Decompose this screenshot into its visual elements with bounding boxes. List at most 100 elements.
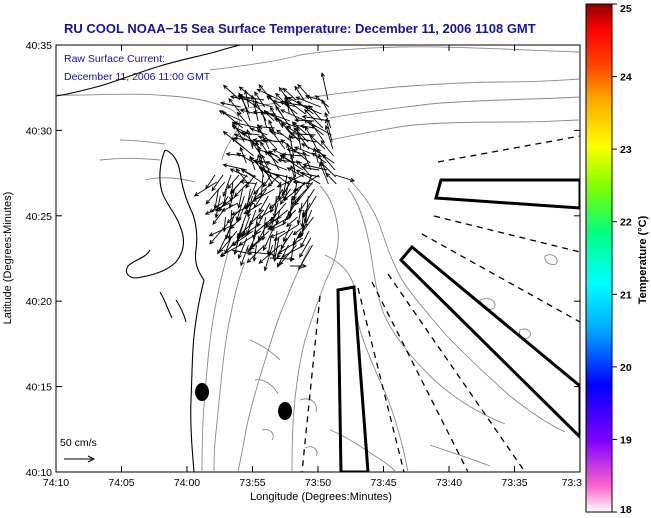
current-vector: [258, 209, 273, 219]
current-vector-head: [232, 121, 237, 127]
current-vector: [264, 244, 273, 271]
current-vector-head: [324, 118, 330, 124]
current-vector: [299, 237, 312, 258]
current-vector: [320, 140, 334, 157]
current-vector-head: [246, 128, 251, 134]
current-vector: [220, 244, 241, 256]
current-vector-head: [239, 130, 245, 136]
colorbar-tick-label: 20: [620, 362, 632, 374]
current-vector: [325, 125, 334, 150]
current-vector-head: [193, 192, 199, 197]
current-vector: [296, 127, 302, 150]
current-vector-head: [259, 167, 264, 172]
current-vector: [251, 95, 259, 122]
current-vector-head: [276, 262, 281, 268]
current-vector: [294, 86, 305, 101]
current-vector: [262, 174, 272, 187]
current-vector-head: [279, 100, 285, 106]
current-vector: [286, 216, 298, 227]
current-vector: [194, 181, 218, 197]
current-vector: [280, 109, 307, 122]
current-vector: [209, 223, 228, 245]
current-vector: [289, 135, 295, 157]
y-tick-label: 40:10: [26, 467, 52, 479]
current-vector: [269, 257, 295, 260]
current-vector-head: [258, 84, 264, 89]
current-vector-head: [281, 191, 286, 197]
current-vector: [325, 119, 333, 143]
current-vector-head: [228, 203, 233, 209]
current-vector-head: [245, 205, 250, 211]
current-vector: [291, 181, 306, 201]
current-vector-head: [236, 232, 242, 238]
current-vector-head: [235, 168, 241, 173]
current-vector-head: [214, 213, 219, 219]
current-vector-head: [268, 119, 273, 125]
current-note-line2: December 11, 2006 11:00 GMT: [64, 71, 211, 83]
current-vector: [283, 188, 299, 201]
range-line: [357, 287, 405, 472]
current-vector: [238, 230, 262, 246]
current-vector-head: [267, 251, 273, 257]
contour-line: [237, 245, 311, 472]
current-vector-head: [226, 219, 232, 224]
current-vector: [240, 244, 249, 266]
current-vector: [274, 118, 299, 129]
current-vector: [276, 209, 281, 224]
range-line: [387, 273, 526, 472]
current-vector-head: [235, 216, 240, 222]
current-vector-head: [308, 104, 313, 110]
current-vector: [276, 237, 288, 259]
current-vector-head: [264, 111, 270, 116]
current-vector: [245, 98, 273, 108]
coastline: [56, 45, 241, 472]
current-vector: [281, 122, 301, 143]
current-vector: [281, 244, 305, 258]
current-vector-head: [303, 119, 309, 124]
current-vector-head: [245, 98, 250, 103]
current-vector-head: [296, 100, 302, 106]
current-vector-head: [266, 250, 271, 256]
current-vector: [321, 73, 329, 101]
current-vector-head: [301, 114, 307, 120]
current-vector-head: [233, 133, 239, 138]
current-vector-head: [291, 200, 297, 205]
current-vector-head: [295, 160, 301, 165]
current-vector: [232, 121, 245, 143]
current-vector-head: [304, 108, 309, 114]
current-vector: [302, 151, 312, 171]
coastline-segment: [56, 45, 241, 97]
current-vector-head: [264, 150, 270, 156]
current-vector-head: [307, 121, 313, 126]
current-vector-head: [318, 153, 323, 159]
current-vector-head: [276, 129, 281, 135]
current-vector: [270, 107, 284, 129]
current-vector-head: [240, 168, 246, 174]
current-vector-head: [284, 99, 289, 105]
current-vector: [276, 129, 293, 143]
current-vector-head: [208, 232, 214, 237]
contour-line: [235, 78, 580, 111]
current-vector-head: [246, 258, 252, 264]
current-vector-head: [211, 186, 216, 192]
colorbar-tick-label: 24: [620, 72, 632, 84]
current-vector-head: [278, 86, 284, 92]
y-tick-label: 40:20: [26, 296, 52, 308]
colorbar-tick-label: 23: [620, 144, 632, 156]
current-vector-head: [321, 99, 326, 105]
current-vector: [267, 216, 290, 230]
current-vector: [215, 195, 237, 212]
current-vector-head: [275, 105, 280, 111]
current-vector-head: [242, 132, 248, 137]
current-vector-head: [219, 252, 225, 257]
current-vector: [273, 230, 278, 258]
current-vector-head: [222, 163, 228, 168]
current-vector-head: [291, 121, 297, 126]
current-vector-head: [246, 212, 251, 218]
current-vector: [290, 133, 316, 136]
current-vector-head: [269, 233, 275, 238]
current-vector-head: [219, 101, 225, 106]
current-vector-head: [262, 246, 267, 252]
current-vector-head: [238, 241, 244, 246]
